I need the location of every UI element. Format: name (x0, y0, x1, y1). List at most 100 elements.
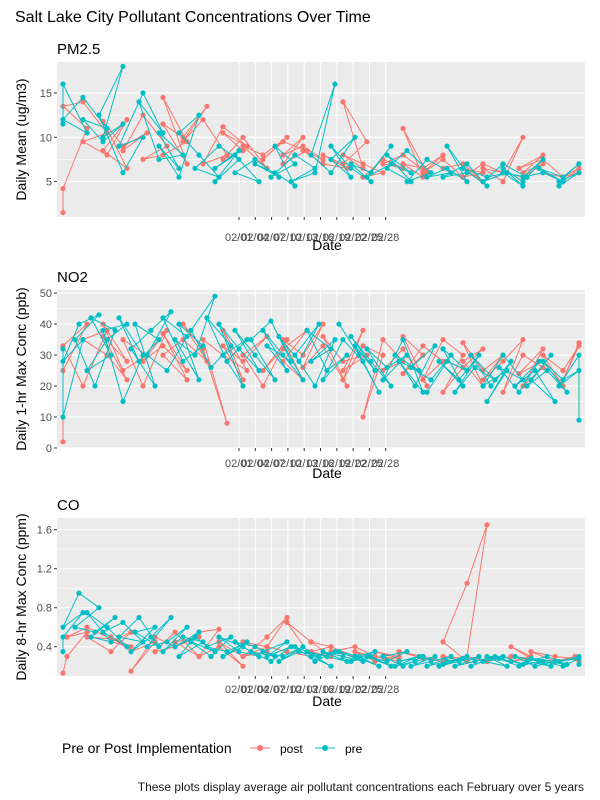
data-point-post (440, 639, 446, 645)
data-point-pre (464, 367, 470, 374)
data-point-post (196, 653, 202, 660)
data-point-pre (116, 634, 122, 640)
data-point-pre (60, 346, 66, 352)
data-point-pre (476, 352, 482, 358)
data-point-post (360, 327, 366, 333)
data-point-pre (292, 161, 298, 167)
data-point-pre (520, 377, 526, 383)
data-point-pre (72, 337, 78, 343)
data-point-pre (372, 649, 378, 655)
data-point-pre (244, 639, 250, 645)
data-point-post (520, 337, 526, 343)
data-point-pre (436, 358, 442, 364)
data-point-pre (516, 663, 522, 669)
data-point-pre (556, 383, 562, 389)
data-point-post (60, 670, 66, 676)
x-tick-label: 02/25 (355, 232, 383, 244)
data-point-pre (144, 352, 150, 358)
data-point-pre (128, 346, 134, 352)
data-point-pre (224, 358, 230, 364)
data-point-pre (336, 321, 342, 327)
data-point-pre (392, 352, 398, 358)
data-point-pre (104, 624, 110, 630)
data-point-pre (520, 174, 526, 180)
data-point-pre (428, 377, 434, 383)
data-point-pre (264, 653, 270, 660)
data-point-pre (260, 327, 266, 333)
data-point-post (220, 130, 226, 136)
data-point-pre (484, 653, 490, 660)
legend: Pre or Post Implementation post pre (62, 740, 363, 756)
data-point-pre (424, 389, 430, 395)
data-point-pre (276, 174, 282, 180)
data-point-pre (208, 364, 214, 371)
data-point-pre (324, 653, 330, 660)
data-point-pre (96, 312, 102, 318)
data-point-pre (404, 649, 410, 655)
data-point-post (320, 343, 326, 349)
data-point-pre (512, 653, 518, 660)
data-point-post (264, 634, 270, 640)
data-point-pre (60, 414, 66, 420)
data-point-pre (520, 183, 526, 189)
data-point-pre (352, 134, 358, 140)
data-point-post (160, 343, 166, 349)
data-point-post (380, 170, 386, 176)
data-point-pre (244, 337, 250, 343)
data-point-pre (168, 309, 174, 315)
y-tick-label: 10 (40, 412, 52, 424)
data-point-pre (576, 653, 582, 660)
data-point-post (528, 649, 534, 655)
x-tick-label: 02/13 (290, 684, 318, 696)
data-point-pre (308, 152, 314, 158)
data-point-pre (344, 352, 350, 358)
data-point-pre (536, 658, 542, 665)
x-tick-label: 02/28 (372, 458, 400, 470)
data-point-pre (236, 148, 242, 154)
x-tick-label: 02/16 (307, 232, 335, 244)
data-point-post (260, 383, 266, 389)
data-point-pre (524, 174, 530, 180)
data-point-post (360, 343, 366, 349)
data-point-post (244, 143, 250, 149)
data-point-pre (148, 634, 154, 640)
data-point-pre (60, 121, 66, 127)
data-point-post (240, 653, 246, 660)
data-point-pre (420, 653, 426, 660)
data-point-pre (188, 327, 194, 333)
data-point-pre (224, 649, 230, 655)
data-point-pre (228, 343, 234, 349)
y-axis-title: Daily 8-hr Max Conc (ppm) (13, 513, 29, 680)
data-point-pre (156, 337, 162, 343)
data-point-pre (176, 165, 182, 171)
data-point-pre (320, 377, 326, 383)
data-point-pre (500, 170, 506, 176)
data-point-post (552, 653, 558, 660)
data-point-pre (512, 383, 518, 389)
data-point-pre (176, 130, 182, 136)
data-point-post (124, 358, 130, 364)
data-point-post (140, 383, 146, 389)
data-point-pre (456, 377, 462, 383)
data-point-pre (192, 352, 198, 358)
data-point-post (360, 161, 366, 167)
data-point-pre (400, 337, 406, 343)
data-point-pre (248, 337, 254, 343)
data-point-post (320, 156, 326, 162)
data-point-pre (252, 352, 258, 358)
x-tick-label: 02/04 (241, 458, 269, 470)
data-point-pre (408, 170, 414, 176)
data-point-pre (536, 165, 542, 171)
data-point-pre (312, 658, 318, 665)
y-tick-label: 10 (40, 132, 52, 144)
data-point-pre (240, 383, 246, 389)
x-tick-label: 02/25 (355, 458, 383, 470)
data-point-post (340, 99, 346, 105)
data-point-pre (316, 653, 322, 660)
data-point-pre (432, 343, 438, 349)
data-point-post (516, 371, 522, 377)
x-tick-label: 02/10 (274, 684, 302, 696)
data-point-pre (200, 343, 206, 349)
data-point-pre (140, 352, 146, 358)
panel-title: PM2.5 (57, 41, 100, 58)
